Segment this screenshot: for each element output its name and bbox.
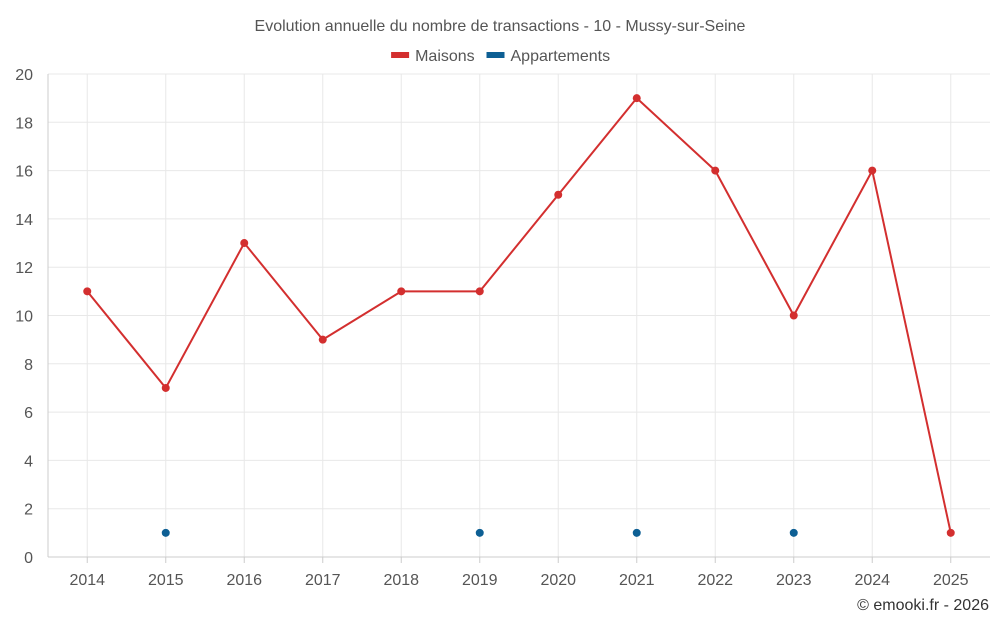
x-tick-label: 2020 [540, 572, 576, 589]
y-tick-label: 6 [24, 405, 33, 422]
x-tick-label: 2023 [776, 572, 812, 589]
data-point[interactable] [397, 287, 406, 296]
series-layer [83, 94, 955, 537]
data-point[interactable] [83, 287, 92, 296]
data-point[interactable] [475, 528, 484, 537]
x-tick-label: 2018 [383, 572, 419, 589]
x-tick-label: 2014 [69, 572, 105, 589]
data-point[interactable] [632, 94, 641, 103]
x-tick-label: 2019 [462, 572, 498, 589]
x-tick-label: 2015 [148, 572, 184, 589]
y-tick-label: 0 [24, 550, 33, 567]
legend-swatch [391, 52, 410, 58]
grid-lines [48, 73, 990, 557]
x-tick-label: 2017 [305, 572, 341, 589]
data-point[interactable] [554, 190, 563, 199]
series-appartements [161, 528, 798, 537]
data-point[interactable] [161, 528, 170, 537]
legend-item-maisons[interactable]: Maisons [391, 48, 475, 65]
series-maisons [83, 94, 955, 537]
y-tick-label: 12 [15, 260, 33, 277]
data-point[interactable] [632, 528, 641, 537]
data-point[interactable] [789, 528, 798, 537]
data-point[interactable] [711, 166, 720, 175]
x-tick-label: 2024 [854, 572, 890, 589]
data-point[interactable] [868, 166, 877, 175]
y-tick-label: 16 [15, 164, 33, 181]
data-point[interactable] [946, 528, 955, 537]
legend-label: Appartements [511, 48, 611, 65]
legend-label: Maisons [415, 48, 475, 65]
legend-swatch [486, 52, 505, 58]
y-tick-label: 4 [24, 453, 33, 470]
copyright-credit: © emooki.fr - 2026 [857, 597, 989, 614]
data-point[interactable] [240, 239, 249, 248]
legend-item-appartements[interactable]: Appartements [486, 48, 611, 65]
axes: 0 2 4 6 8 10 12 14 16 18 20 2014 2015 2016 2017 2018 201… [15, 67, 990, 589]
y-tick-label: 20 [15, 67, 33, 84]
y-tick-label: 8 [24, 357, 33, 374]
y-tick-label: 18 [15, 115, 33, 132]
data-point[interactable] [789, 311, 798, 320]
chart-title: Evolution annuelle du nombre de transact… [255, 18, 746, 35]
y-tick-label: 10 [15, 309, 33, 326]
data-point[interactable] [161, 383, 170, 392]
x-tick-label: 2016 [226, 572, 262, 589]
y-tick-label: 14 [15, 212, 33, 229]
data-point[interactable] [475, 287, 484, 296]
series-line [86, 97, 952, 534]
x-tick-label: 2025 [933, 572, 969, 589]
x-tick-label: 2022 [697, 572, 733, 589]
legend: Maisons Appartements [391, 48, 610, 65]
data-point[interactable] [318, 335, 327, 344]
y-tick-label: 2 [24, 502, 33, 519]
x-tick-label: 2021 [619, 572, 655, 589]
